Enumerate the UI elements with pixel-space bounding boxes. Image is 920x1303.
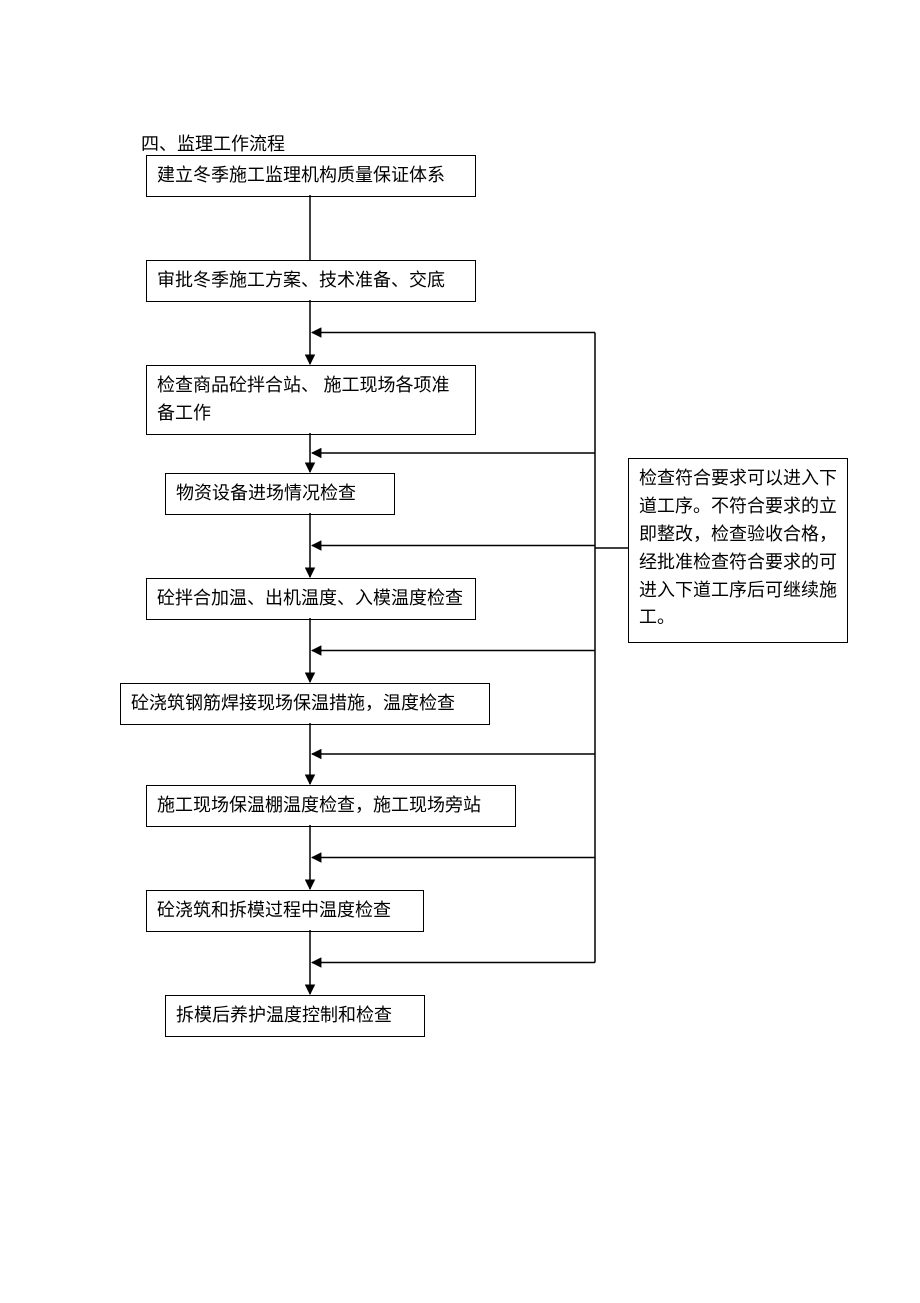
flow-node-n4: 物资设备进场情况检查 xyxy=(165,473,395,515)
flow-node-n1: 建立冬季施工监理机构质量保证体系 xyxy=(146,155,476,197)
flow-node-n6: 砼浇筑钢筋焊接现场保温措施，温度检查 xyxy=(120,683,490,725)
flow-node-n8: 砼浇筑和拆模过程中温度检查 xyxy=(146,890,424,932)
flow-node-side: 检查符合要求可以进入下道工序。不符合要求的立即整改，检查验收合格，经批准检查符合… xyxy=(628,458,848,643)
flow-node-n2: 审批冬季施工方案、技术准备、交底 xyxy=(146,260,476,302)
section-heading: 四、监理工作流程 xyxy=(141,130,285,156)
flow-node-n5: 砼拌合加温、出机温度、入模温度检查 xyxy=(146,578,476,620)
flow-node-n3: 检查商品砼拌合站、 施工现场各项准备工作 xyxy=(146,365,476,435)
flow-node-n9: 拆模后养护温度控制和检查 xyxy=(165,995,425,1037)
flow-node-n7: 施工现场保温棚温度检查，施工现场旁站 xyxy=(146,785,516,827)
